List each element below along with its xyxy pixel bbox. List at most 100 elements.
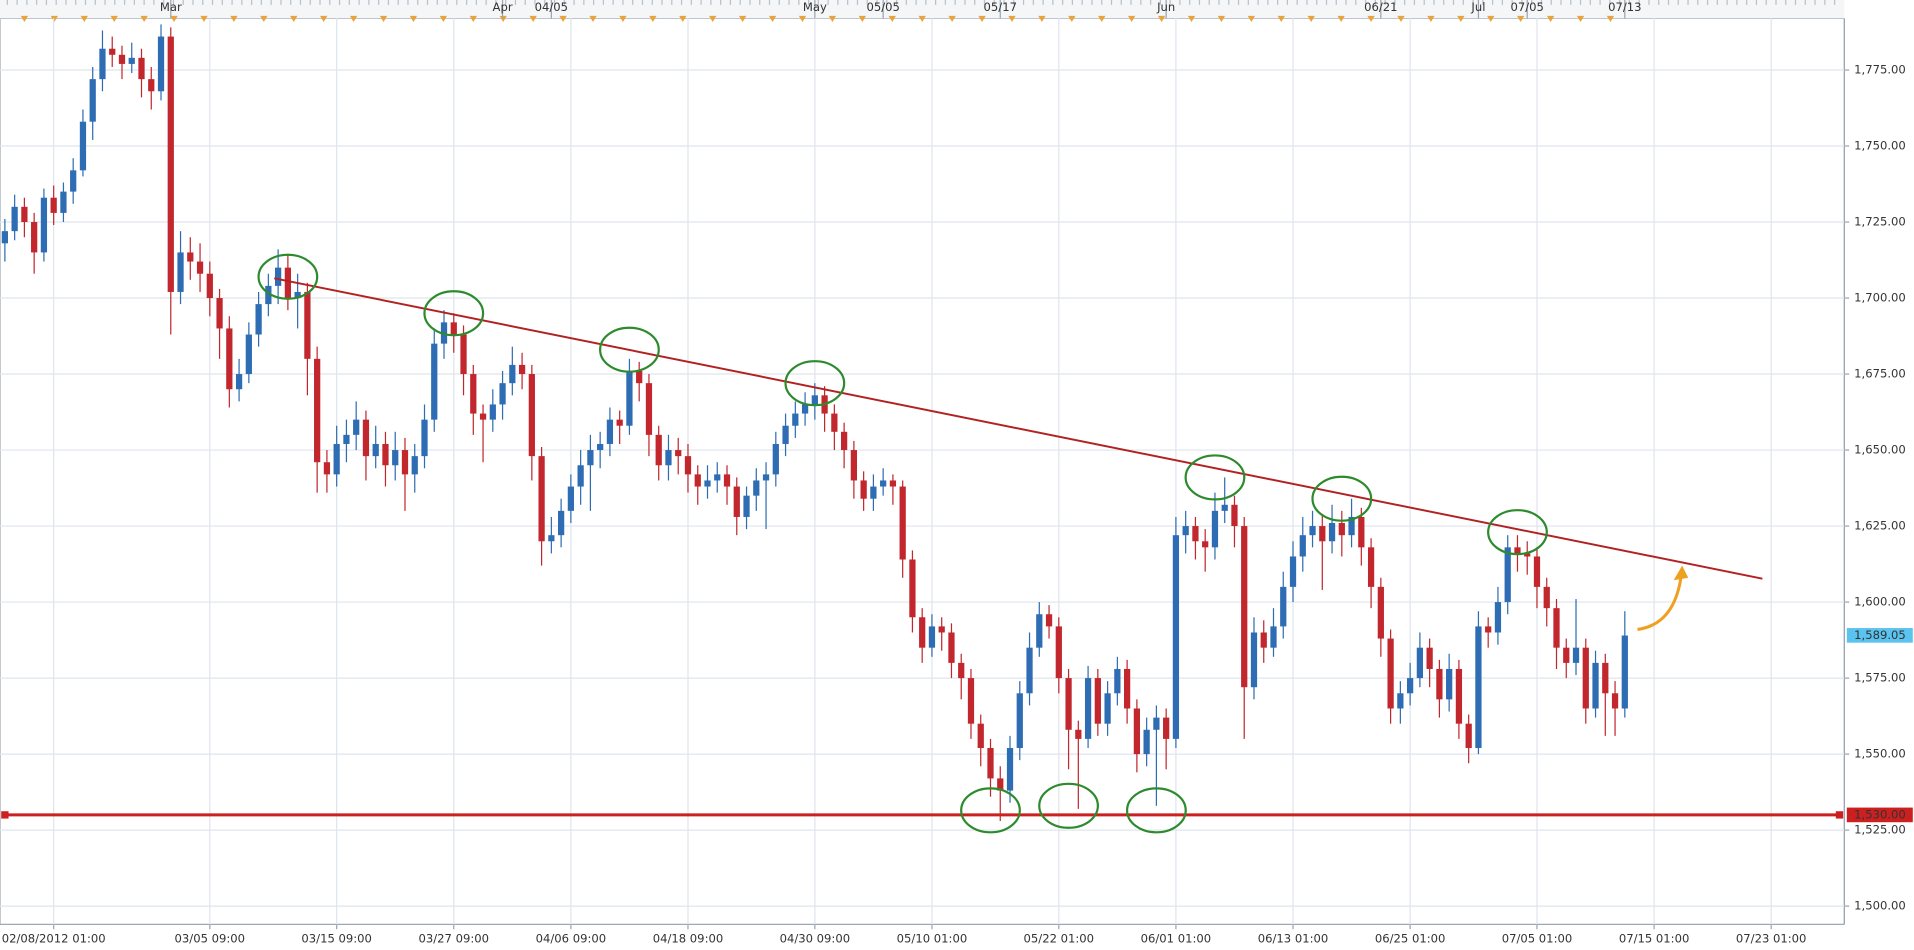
candle-body — [1026, 647, 1033, 694]
candle-body — [235, 374, 243, 390]
candle-body — [1182, 526, 1189, 536]
candle-body — [401, 450, 409, 475]
ruler-marker — [559, 15, 567, 22]
candle-body — [880, 480, 887, 487]
candle-body — [811, 395, 818, 405]
candle-body — [70, 170, 77, 192]
candle-body — [1231, 504, 1238, 527]
candle-body — [118, 54, 126, 64]
x2-tick-label: Apr — [493, 0, 513, 14]
candle-body — [187, 252, 194, 262]
candle-body — [1436, 668, 1443, 700]
candle-body — [1592, 662, 1599, 709]
ruler-marker — [679, 15, 687, 22]
ruler-marker — [230, 15, 238, 22]
ruler-marker — [1517, 15, 1525, 22]
ruler-marker — [858, 15, 867, 22]
ruler-marker — [1068, 15, 1076, 22]
x-tick-label: 05/10 01:00 — [897, 932, 968, 946]
ruler-marker — [260, 15, 268, 22]
candle-body — [1572, 647, 1580, 663]
candle-body — [1475, 626, 1482, 749]
candle-body — [50, 197, 57, 213]
candle-body — [655, 434, 662, 466]
ruler-marker — [320, 15, 328, 22]
candle-body — [1602, 662, 1609, 694]
ruler-marker — [499, 15, 507, 22]
x-tick-label: 04/30 09:00 — [780, 932, 851, 946]
x2-tick-label: May — [803, 0, 827, 14]
ruler-marker — [379, 15, 388, 22]
candle-body — [1016, 693, 1023, 749]
candle-body — [1367, 547, 1375, 587]
candle-body — [557, 510, 565, 536]
ruler-marker — [738, 15, 747, 22]
candle-body — [1114, 668, 1121, 694]
candle-body — [1309, 526, 1316, 536]
candle-body — [977, 723, 984, 749]
candle-body — [831, 413, 838, 432]
highlight-circle — [423, 290, 485, 337]
candle-body — [21, 206, 28, 223]
ruler-bg — [0, 0, 1845, 19]
candle-body — [704, 480, 711, 487]
candle-body — [294, 291, 301, 299]
candle-body — [919, 617, 926, 648]
candle-body — [948, 632, 955, 663]
candle-body — [60, 191, 67, 213]
candle-body — [1289, 556, 1297, 587]
x-tick-label: 06/01 01:00 — [1141, 932, 1212, 946]
candle-body — [792, 413, 799, 426]
candle-body — [616, 419, 623, 426]
ruler-marker — [140, 15, 148, 22]
candle-body — [206, 273, 213, 299]
y-tick-label: 1,700.00 — [1854, 291, 1906, 305]
candle-body — [284, 267, 292, 299]
y-tick-label: 1,675.00 — [1854, 367, 1906, 381]
highlight-circle — [599, 326, 660, 373]
ruler-marker — [290, 15, 298, 22]
candle-body — [1123, 668, 1131, 709]
candle-body — [753, 480, 760, 496]
x2-tick-label: 07/13 — [1608, 0, 1641, 14]
y-tick-label: 1,775.00 — [1854, 63, 1906, 77]
ruler-marker — [50, 15, 59, 22]
candle-body — [1202, 541, 1209, 548]
price-tag-label: 1,530.00 — [1854, 807, 1906, 821]
x-tick-label: 05/22 01:00 — [1024, 932, 1095, 946]
plot-area — [0, 17, 1845, 925]
x2-tick-label: 07/05 — [1511, 0, 1544, 14]
candle-body — [665, 450, 672, 466]
candle-body — [597, 443, 604, 451]
candle-body — [1485, 626, 1492, 633]
candle-body — [694, 474, 701, 487]
ruler-marker — [709, 15, 717, 22]
candle-body — [1563, 647, 1570, 663]
ruler-marker — [798, 15, 807, 22]
candle-body — [1504, 547, 1511, 603]
x-tick-label: 04/06 09:00 — [536, 932, 607, 946]
candle-body — [870, 486, 877, 499]
x2-tick-label: Mar — [160, 0, 182, 14]
candle-body — [1133, 708, 1141, 755]
ruler-marker — [918, 15, 926, 22]
candle-body — [782, 425, 789, 444]
candle-body — [11, 206, 18, 232]
candle-body — [714, 474, 721, 481]
x2-tick-label: Jun — [1156, 0, 1175, 14]
candle-body — [958, 662, 965, 679]
candle-body — [431, 343, 438, 420]
candle-body — [1582, 647, 1589, 709]
ruler-marker — [1427, 15, 1435, 22]
candle-body — [928, 626, 936, 648]
ruler-marker — [828, 15, 837, 22]
candle-body — [1358, 516, 1365, 548]
highlight-circle — [1487, 509, 1548, 556]
ruler-marker — [1576, 15, 1585, 22]
ruler-marker — [529, 15, 537, 22]
x-tick-label: 03/05 09:00 — [175, 932, 246, 946]
candle-body — [1543, 586, 1550, 609]
candle-body — [587, 450, 594, 466]
candle-body — [138, 57, 145, 80]
candle-body — [109, 48, 116, 55]
